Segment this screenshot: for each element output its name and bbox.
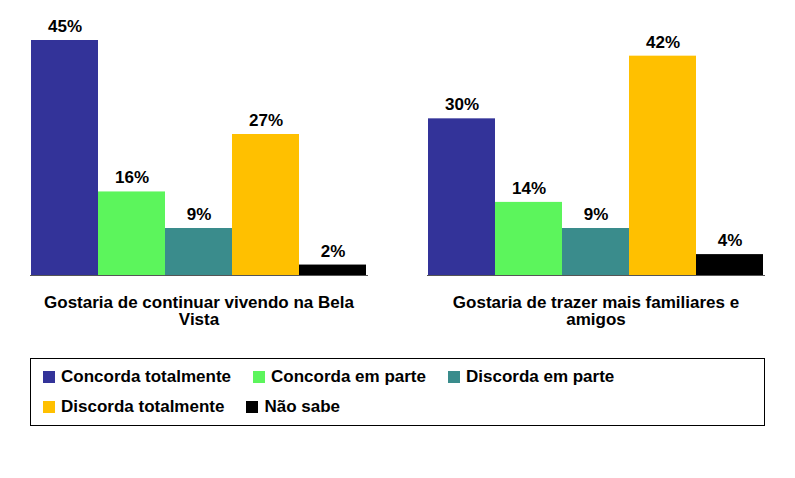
svg-text:Gostaria de trazer mais famili: Gostaria de trazer mais familiares eamig… [453, 293, 739, 329]
svg-text:45%: 45% [48, 17, 82, 36]
svg-text:42%: 42% [646, 33, 680, 52]
svg-text:4%: 4% [718, 231, 743, 250]
svg-text:30%: 30% [445, 95, 479, 114]
svg-text:2%: 2% [321, 241, 346, 260]
svg-text:9%: 9% [187, 205, 212, 224]
svg-text:16%: 16% [115, 168, 149, 187]
html-text:Discorda em parte: Discorda em parte [466, 367, 615, 386]
svg-text:9%: 9% [584, 205, 609, 224]
svg-text:Gostaria de continuar vivendo: Gostaria de continuar vivendo na BelaVis… [44, 293, 354, 329]
html-text:Não sabe: Não sabe [264, 397, 340, 416]
svg-text:27%: 27% [249, 111, 283, 130]
html-text:Concorda em parte: Concorda em parte [271, 367, 426, 386]
svg-text:14%: 14% [512, 179, 546, 198]
html-text:Discorda totalmente: Discorda totalmente [61, 397, 225, 416]
html-text:Concorda totalmente: Concorda totalmente [61, 367, 231, 386]
